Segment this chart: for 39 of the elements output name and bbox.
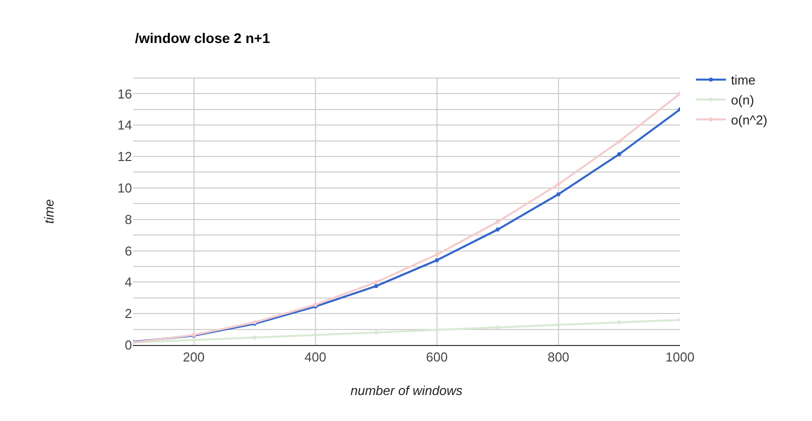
y-axis-title: time bbox=[41, 199, 56, 224]
point bbox=[496, 325, 500, 330]
y-tick-label: 12 bbox=[118, 149, 132, 164]
x-tick-label: 800 bbox=[548, 350, 570, 365]
point bbox=[374, 330, 378, 334]
point bbox=[252, 335, 257, 340]
point bbox=[617, 152, 622, 156]
point bbox=[617, 139, 622, 144]
line-series bbox=[133, 318, 680, 344]
point bbox=[496, 228, 500, 232]
x-axis-title: number of windows bbox=[350, 383, 463, 398]
y-tick-label: 14 bbox=[118, 118, 132, 133]
point bbox=[192, 338, 196, 342]
y-tick-label: 10 bbox=[118, 180, 132, 196]
point bbox=[617, 320, 622, 324]
y-tick-label: 4 bbox=[124, 274, 132, 290]
point bbox=[434, 252, 439, 257]
point bbox=[313, 332, 318, 337]
y-tick-label: 16 bbox=[118, 86, 132, 102]
point bbox=[556, 182, 560, 186]
chart-title: /window close 2 n+1 bbox=[135, 30, 270, 46]
point bbox=[434, 258, 439, 262]
point bbox=[556, 192, 560, 196]
y-tick-label: 8 bbox=[124, 212, 132, 227]
x-tick-label: 600 bbox=[426, 350, 448, 365]
point bbox=[434, 328, 439, 332]
x-tick-label: 400 bbox=[304, 350, 326, 365]
legend-label: o(n) bbox=[730, 92, 754, 108]
legend-label: o(n^2) bbox=[730, 112, 768, 128]
x-tick-label: 200 bbox=[182, 350, 205, 365]
legend-label: time bbox=[730, 72, 756, 88]
point bbox=[374, 280, 378, 284]
x-tick-label: 1000 bbox=[666, 350, 694, 365]
y-tick-label: 0 bbox=[124, 338, 132, 353]
point bbox=[374, 284, 378, 288]
y-tick-label: 2 bbox=[124, 306, 132, 322]
y-tick-label: 6 bbox=[124, 243, 132, 258]
point bbox=[556, 322, 560, 327]
point bbox=[496, 220, 500, 224]
